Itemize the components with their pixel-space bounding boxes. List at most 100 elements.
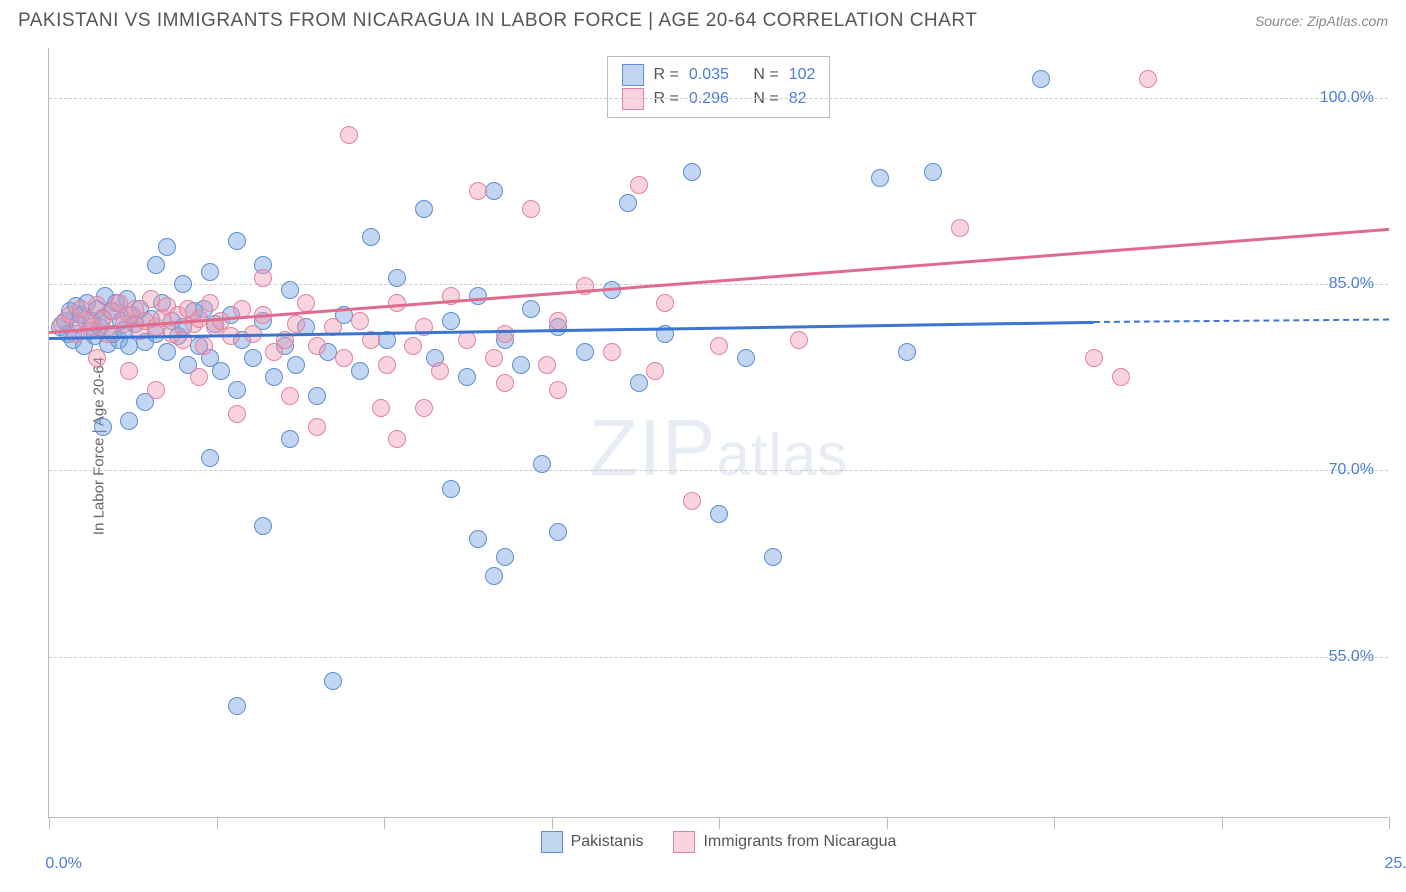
watermark: ZIPatlas <box>589 402 848 494</box>
x-tick-mark <box>887 817 888 829</box>
scatter-point-nicaragua <box>195 337 213 355</box>
bottom-legend: Pakistanis Immigrants from Nicaragua <box>49 831 1388 853</box>
scatter-point-nicaragua <box>147 381 165 399</box>
scatter-point-nicaragua <box>308 418 326 436</box>
scatter-point-pakistanis <box>228 381 246 399</box>
scatter-point-pakistanis <box>201 449 219 467</box>
stats-legend-box: R = 0.035 N = 102 R = 0.296 N = 82 <box>607 56 831 118</box>
scatter-point-nicaragua <box>372 399 390 417</box>
scatter-point-nicaragua <box>538 356 556 374</box>
scatter-point-pakistanis <box>287 356 305 374</box>
r-value-pakistanis: 0.035 <box>689 63 729 87</box>
scatter-point-pakistanis <box>254 517 272 535</box>
scatter-point-nicaragua <box>656 294 674 312</box>
stats-row-nicaragua: R = 0.296 N = 82 <box>622 87 816 111</box>
scatter-point-pakistanis <box>710 505 728 523</box>
scatter-point-pakistanis <box>281 430 299 448</box>
scatter-point-pakistanis <box>576 343 594 361</box>
scatter-point-pakistanis <box>533 455 551 473</box>
gridline <box>49 470 1388 471</box>
scatter-point-pakistanis <box>174 275 192 293</box>
scatter-point-pakistanis <box>228 232 246 250</box>
scatter-point-pakistanis <box>281 281 299 299</box>
scatter-point-nicaragua <box>351 312 369 330</box>
y-tick-label: 100.0% <box>1320 89 1374 107</box>
scatter-point-pakistanis <box>737 349 755 367</box>
scatter-point-pakistanis <box>158 343 176 361</box>
scatter-point-nicaragua <box>549 381 567 399</box>
scatter-point-pakistanis <box>158 238 176 256</box>
scatter-point-nicaragua <box>630 176 648 194</box>
scatter-point-nicaragua <box>710 337 728 355</box>
y-tick-label: 85.0% <box>1329 275 1374 293</box>
scatter-point-nicaragua <box>388 430 406 448</box>
scatter-point-nicaragua <box>190 368 208 386</box>
scatter-point-pakistanis <box>496 548 514 566</box>
scatter-point-pakistanis <box>388 269 406 287</box>
scatter-point-pakistanis <box>485 567 503 585</box>
scatter-point-pakistanis <box>924 163 942 181</box>
swatch-nicaragua <box>673 831 695 853</box>
scatter-point-pakistanis <box>201 263 219 281</box>
scatter-point-nicaragua <box>201 294 219 312</box>
scatter-point-pakistanis <box>244 349 262 367</box>
scatter-point-nicaragua <box>174 331 192 349</box>
x-tick-mark <box>719 817 720 829</box>
scatter-point-nicaragua <box>431 362 449 380</box>
scatter-point-pakistanis <box>415 200 433 218</box>
scatter-point-nicaragua <box>254 269 272 287</box>
scatter-point-pakistanis <box>522 300 540 318</box>
scatter-point-nicaragua <box>287 315 305 333</box>
stats-row-pakistanis: R = 0.035 N = 102 <box>622 63 816 87</box>
scatter-point-nicaragua <box>388 294 406 312</box>
scatter-point-nicaragua <box>228 405 246 423</box>
scatter-point-nicaragua <box>951 219 969 237</box>
scatter-point-pakistanis <box>147 256 165 274</box>
x-tick-mark <box>49 817 50 829</box>
trend-line <box>49 228 1389 334</box>
x-tick-mark <box>1389 817 1390 829</box>
scatter-point-nicaragua <box>308 337 326 355</box>
gridline <box>49 284 1388 285</box>
chart-title: PAKISTANI VS IMMIGRANTS FROM NICARAGUA I… <box>18 10 977 32</box>
gridline <box>49 98 1388 99</box>
scatter-point-nicaragua <box>88 349 106 367</box>
scatter-point-pakistanis <box>94 418 112 436</box>
scatter-point-pakistanis <box>469 530 487 548</box>
scatter-point-nicaragua <box>790 331 808 349</box>
scatter-point-nicaragua <box>1139 70 1157 88</box>
legend-item-nicaragua: Immigrants from Nicaragua <box>673 831 896 853</box>
scatter-point-nicaragua <box>549 312 567 330</box>
scatter-point-pakistanis <box>458 368 476 386</box>
scatter-point-pakistanis <box>1032 70 1050 88</box>
scatter-point-pakistanis <box>683 163 701 181</box>
x-tick-mark <box>552 817 553 829</box>
x-tick-label: 0.0% <box>45 855 81 873</box>
x-tick-mark <box>1054 817 1055 829</box>
scatter-point-pakistanis <box>764 548 782 566</box>
scatter-point-nicaragua <box>646 362 664 380</box>
scatter-point-pakistanis <box>619 194 637 212</box>
scatter-point-pakistanis <box>308 387 326 405</box>
scatter-point-nicaragua <box>281 387 299 405</box>
scatter-point-nicaragua <box>1085 349 1103 367</box>
x-tick-label: 25.0% <box>1384 855 1406 873</box>
scatter-point-nicaragua <box>120 362 138 380</box>
x-tick-mark <box>217 817 218 829</box>
scatter-point-nicaragua <box>1112 368 1130 386</box>
scatter-point-nicaragua <box>415 399 433 417</box>
scatter-point-nicaragua <box>496 325 514 343</box>
scatter-point-pakistanis <box>228 697 246 715</box>
scatter-point-nicaragua <box>603 343 621 361</box>
swatch-pakistanis <box>622 64 644 86</box>
scatter-point-pakistanis <box>324 672 342 690</box>
header: PAKISTANI VS IMMIGRANTS FROM NICARAGUA I… <box>0 0 1406 38</box>
legend-item-pakistanis: Pakistanis <box>541 831 644 853</box>
scatter-point-nicaragua <box>335 349 353 367</box>
x-tick-mark <box>384 817 385 829</box>
swatch-nicaragua <box>622 88 644 110</box>
scatter-point-nicaragua <box>522 200 540 218</box>
n-value-nicaragua: 82 <box>789 87 807 111</box>
scatter-point-pakistanis <box>549 523 567 541</box>
y-tick-label: 70.0% <box>1329 461 1374 479</box>
